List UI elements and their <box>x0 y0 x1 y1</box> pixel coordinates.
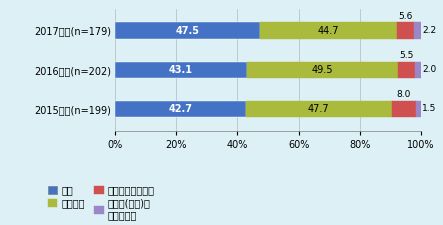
Bar <box>115 61 247 78</box>
Bar <box>415 61 421 78</box>
Bar <box>397 22 414 39</box>
Bar <box>115 101 246 117</box>
Text: 8.0: 8.0 <box>396 90 411 99</box>
Legend: 拡大, 現状維持, 縮小、移転・撃退, 第三国(地域)へ
移転・撃退: 拡大, 現状維持, 縮小、移転・撃退, 第三国(地域)へ 移転・撃退 <box>43 182 159 224</box>
Text: 44.7: 44.7 <box>318 26 339 36</box>
Bar <box>398 61 415 78</box>
Text: 2.2: 2.2 <box>422 26 436 35</box>
Text: 5.6: 5.6 <box>398 12 413 21</box>
Bar <box>115 22 260 39</box>
Bar <box>247 61 398 78</box>
Bar <box>392 101 416 117</box>
Text: 1.5: 1.5 <box>422 104 436 113</box>
Text: 49.5: 49.5 <box>312 65 333 75</box>
Bar <box>260 22 397 39</box>
Text: 42.7: 42.7 <box>168 104 192 114</box>
Text: 5.5: 5.5 <box>400 51 414 60</box>
Bar <box>414 22 421 39</box>
Text: 47.5: 47.5 <box>176 26 200 36</box>
Text: 47.7: 47.7 <box>308 104 330 114</box>
Text: 43.1: 43.1 <box>169 65 193 75</box>
Bar <box>416 101 420 117</box>
Bar <box>246 101 392 117</box>
Text: 2.0: 2.0 <box>423 65 437 74</box>
